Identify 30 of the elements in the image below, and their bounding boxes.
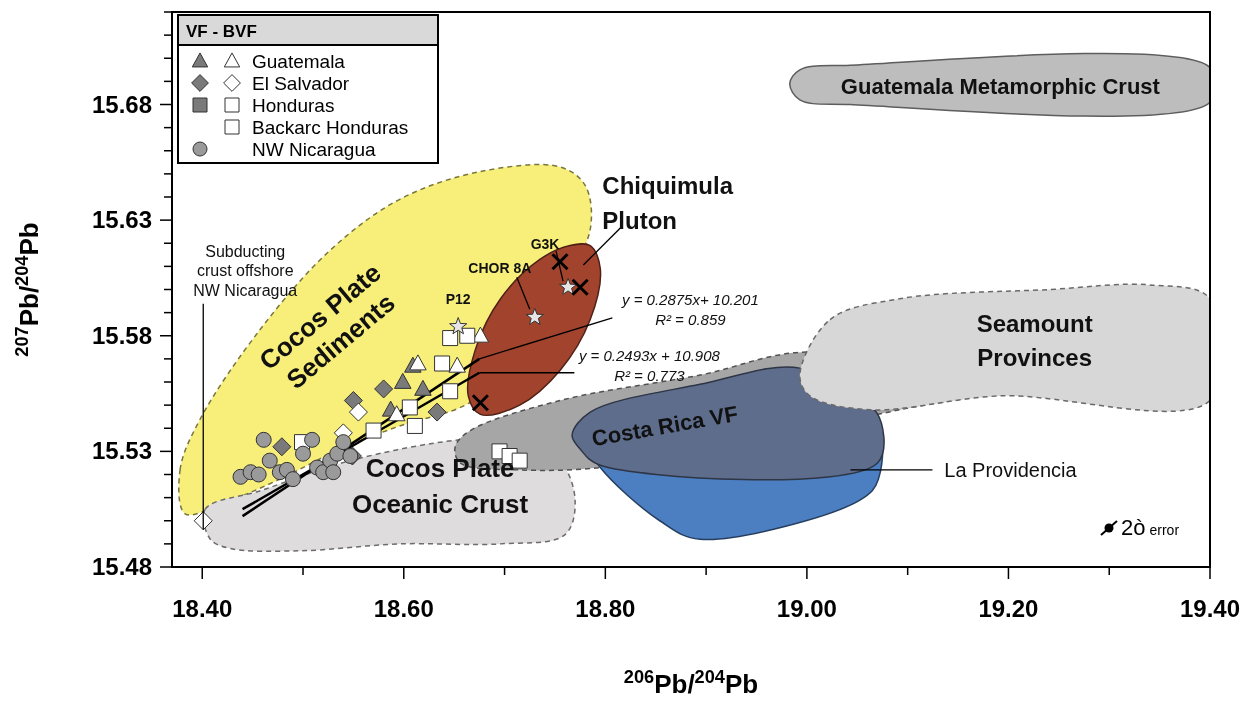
annotation: CHOR 8A xyxy=(468,260,532,277)
y-tick-label: 15.58 xyxy=(91,321,152,349)
annotation: Guatemala Metamorphic Crust xyxy=(840,73,1161,99)
x-tick-label: 18.40 xyxy=(172,595,233,622)
legend-label: Backarc Honduras xyxy=(252,117,409,138)
y-tick-label: 15.68 xyxy=(91,90,152,118)
y-tick-label: 15.48 xyxy=(91,553,152,580)
x-axis-title: $^{206}$Pb/$^{204}$Pb xyxy=(623,667,759,699)
annotation: Chiquimula Pluton xyxy=(602,171,734,234)
annotation: y = 0.2493x + 10.908 R² = 0.773 xyxy=(577,347,721,384)
annotation: La Providencia xyxy=(944,458,1078,481)
legend-label: NW Nicaragua xyxy=(252,139,376,160)
legend-label: Honduras xyxy=(252,95,335,116)
x-tick-label: 18.80 xyxy=(575,595,636,622)
x-tick-label: 19.40 xyxy=(1179,595,1241,622)
x-tick-label: 18.60 xyxy=(373,595,434,622)
annotation: Cocos Plate Oceanic Crust xyxy=(351,453,529,520)
x-tick-label: 19.00 xyxy=(776,595,837,622)
legend-label: El Salvador xyxy=(252,73,350,94)
annotation: 2ò error xyxy=(1121,515,1180,540)
annotation: Costa Rica VF xyxy=(589,400,740,452)
annotation: y = 0.2875x+ 10.201 R² = 0.859 xyxy=(620,291,759,329)
y-tick-label: 15.53 xyxy=(91,437,152,465)
annotation: G3K xyxy=(530,236,560,253)
legend-title: VF - BVF xyxy=(186,22,257,41)
legend-label: Guatemala xyxy=(252,51,346,72)
annotation: P12 xyxy=(445,291,471,308)
y-tick-label: 15.63 xyxy=(91,206,152,234)
x-tick-label: 19.20 xyxy=(978,595,1039,622)
annotation: Seamount Provinces xyxy=(976,309,1093,371)
